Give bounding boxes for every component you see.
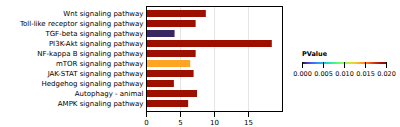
- svg-text:TGF-beta signaling pathway: TGF-beta signaling pathway: [44, 30, 143, 38]
- svg-text:0: 0: [144, 119, 148, 127]
- svg-text:0.020: 0.020: [377, 69, 396, 77]
- svg-text:NF-kappa B signaling pathway: NF-kappa B signaling pathway: [37, 50, 143, 58]
- svg-text:JAK-STAT signaling pathway: JAK-STAT signaling pathway: [47, 70, 144, 78]
- svg-text:Autophagy - animal: Autophagy - animal: [75, 90, 144, 98]
- svg-text:Wnt signaling pathway: Wnt signaling pathway: [63, 10, 143, 18]
- svg-text:mTOR signaling pathway: mTOR signaling pathway: [56, 60, 144, 68]
- svg-text:Hedgehog signaling pathway: Hedgehog signaling pathway: [42, 80, 144, 88]
- svg-text:5: 5: [178, 119, 182, 127]
- svg-text:PValue: PValue: [302, 50, 328, 58]
- svg-text:0.010: 0.010: [335, 69, 354, 77]
- svg-text:0.000: 0.000: [293, 69, 312, 77]
- svg-text:Toll-like receptor signaling p: Toll-like receptor signaling pathway: [19, 20, 144, 28]
- svg-text:15: 15: [244, 119, 253, 127]
- svg-text:0.015: 0.015: [356, 69, 375, 77]
- svg-text:0.005: 0.005: [314, 69, 333, 77]
- svg-text:PI3K-Akt signaling pathway: PI3K-Akt signaling pathway: [49, 40, 144, 48]
- svg-text:AMPK signaling pathway: AMPK signaling pathway: [58, 100, 144, 108]
- svg-text:10: 10: [210, 119, 219, 127]
